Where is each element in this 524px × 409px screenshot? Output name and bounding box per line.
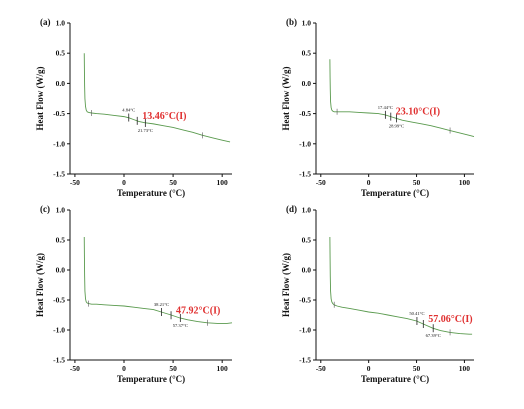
panel-label: (b) [286,17,297,27]
tg-onset-label: 50.41°C [409,311,424,316]
y-tick-label: -1.0 [299,326,311,335]
tg-midpoint-label: 57.06°C(I) [428,314,472,325]
y-tick-label: 0.0 [56,266,66,275]
heat-flow-line [83,53,231,143]
panel-label: (d) [286,204,297,214]
y-tick-label: 1.0 [56,206,66,215]
heat-flow-line [329,236,473,335]
y-tick-label: -0.5 [299,109,311,118]
x-tick-label: 0 [122,364,126,373]
x-axis-title: Temperature (°C) [117,374,185,384]
panel-label: (c) [40,204,50,214]
tg-onset-label: 4.84°C [122,108,135,113]
y-tick-label: -1.5 [53,170,65,179]
tg-midpoint-label: 47.92°C(I) [176,305,220,316]
x-axis-title: Temperature (°C) [361,374,429,384]
y-tick-label: 0.5 [302,49,312,58]
y-tick-label: 0.0 [302,266,312,275]
tg-onset-label: 28.99°C [389,123,404,128]
y-tick-label: 0.0 [302,79,312,88]
y-tick-label: -0.5 [53,296,65,305]
x-tick-label: 0 [367,364,371,373]
y-tick-label: 0.5 [56,236,66,245]
tg-onset-label: 17.44°C [378,105,393,110]
y-tick-label: 1.0 [56,19,66,28]
y-tick-label: -0.5 [53,109,65,118]
y-tick-label: -1.0 [299,139,311,148]
x-axis-title: Temperature (°C) [361,188,429,198]
y-tick-label: 1.0 [302,19,312,28]
x-tick-label: 100 [217,364,229,373]
y-tick-label: -1.5 [53,356,65,365]
y-axis-title: Heat Flow (W/g) [281,67,291,131]
heat-flow-line [329,59,475,137]
y-tick-label: -1.0 [53,139,65,148]
x-tick-label: 100 [459,364,471,373]
tg-onset-label: 38.21°C [154,302,169,307]
x-tick-label: 50 [169,178,177,187]
y-tick-label: -1.5 [299,356,311,365]
y-axis-title: Heat Flow (W/g) [35,67,45,131]
y-tick-label: 0.5 [302,236,312,245]
x-tick-label: 0 [122,178,126,187]
tg-onset-label: 21.73°C [138,128,153,133]
tg-midpoint-label: 13.46°C(I) [142,111,186,122]
x-tick-label: 0 [367,178,371,187]
tg-onset-label: 67.39°C [426,333,441,338]
x-tick-label: 50 [413,178,421,187]
y-axis-title: Heat Flow (W/g) [281,253,291,317]
y-tick-label: 0.5 [56,49,66,58]
x-tick-label: 50 [413,364,421,373]
panel-label: (a) [40,17,51,27]
y-tick-label: -1.5 [299,170,311,179]
heat-flow-line [83,236,233,324]
tg-onset-label: 57.37°C [173,323,188,328]
x-tick-label: -50 [70,178,80,187]
y-tick-label: -0.5 [299,296,311,305]
y-tick-label: 1.0 [302,206,312,215]
y-tick-label: 0.0 [56,79,66,88]
chart-panel-2: (c) 1.0 0.5 0.0 -0.5 -1.0 -1.5 -50 0 50 100 Tempera… [35,204,233,384]
tg-midpoint-label: 23.10°C(I) [396,107,440,118]
x-tick-label: 100 [459,178,471,187]
x-tick-label: -50 [316,178,326,187]
x-tick-label: 100 [217,178,229,187]
x-tick-label: -50 [316,364,326,373]
x-tick-label: -50 [70,364,80,373]
y-axis-title: Heat Flow (W/g) [35,253,45,317]
chart-panel-1: (b) 1.0 0.5 0.0 -0.5 -1.0 -1.5 -50 0 50 100 Tempera… [281,17,475,198]
x-axis-title: Temperature (°C) [117,188,185,198]
chart-panel-3: (d) 1.0 0.5 0.0 -0.5 -1.0 -1.5 -50 0 50 100 Tempera… [281,204,474,384]
chart-panel-0: (a) 1.0 0.5 0.0 -0.5 -1.0 -1.5 -50 0 50 100 Tempera… [35,17,232,198]
x-tick-label: 50 [169,364,177,373]
y-tick-label: -1.0 [53,326,65,335]
